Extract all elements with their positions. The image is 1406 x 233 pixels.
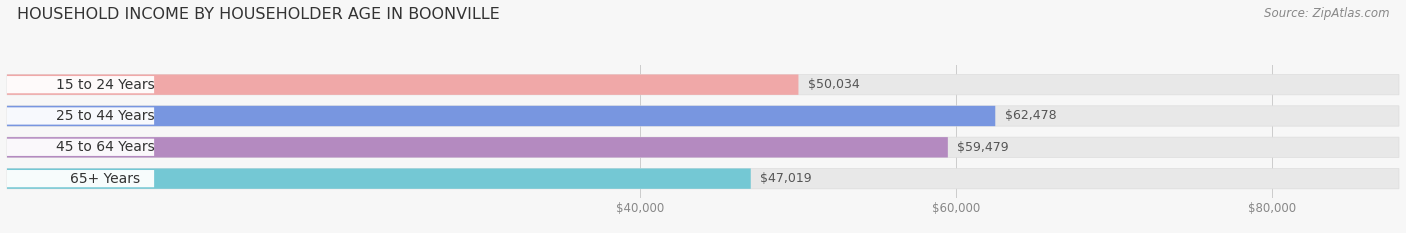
Text: $62,478: $62,478 bbox=[1005, 110, 1056, 123]
FancyBboxPatch shape bbox=[7, 106, 995, 126]
Text: $47,019: $47,019 bbox=[761, 172, 811, 185]
FancyBboxPatch shape bbox=[7, 75, 799, 95]
FancyBboxPatch shape bbox=[7, 137, 1399, 158]
Text: $50,034: $50,034 bbox=[808, 78, 859, 91]
FancyBboxPatch shape bbox=[7, 168, 1399, 189]
FancyBboxPatch shape bbox=[7, 75, 1399, 95]
FancyBboxPatch shape bbox=[4, 76, 155, 93]
FancyBboxPatch shape bbox=[4, 107, 155, 125]
Text: $59,479: $59,479 bbox=[957, 141, 1010, 154]
FancyBboxPatch shape bbox=[7, 168, 751, 189]
Text: 65+ Years: 65+ Years bbox=[70, 172, 141, 186]
Text: 15 to 24 Years: 15 to 24 Years bbox=[56, 78, 155, 92]
FancyBboxPatch shape bbox=[4, 139, 155, 156]
Text: 25 to 44 Years: 25 to 44 Years bbox=[56, 109, 155, 123]
Text: 45 to 64 Years: 45 to 64 Years bbox=[56, 140, 155, 154]
FancyBboxPatch shape bbox=[7, 137, 948, 158]
Text: Source: ZipAtlas.com: Source: ZipAtlas.com bbox=[1264, 7, 1389, 20]
Text: HOUSEHOLD INCOME BY HOUSEHOLDER AGE IN BOONVILLE: HOUSEHOLD INCOME BY HOUSEHOLDER AGE IN B… bbox=[17, 7, 499, 22]
FancyBboxPatch shape bbox=[4, 170, 155, 187]
FancyBboxPatch shape bbox=[7, 106, 1399, 126]
